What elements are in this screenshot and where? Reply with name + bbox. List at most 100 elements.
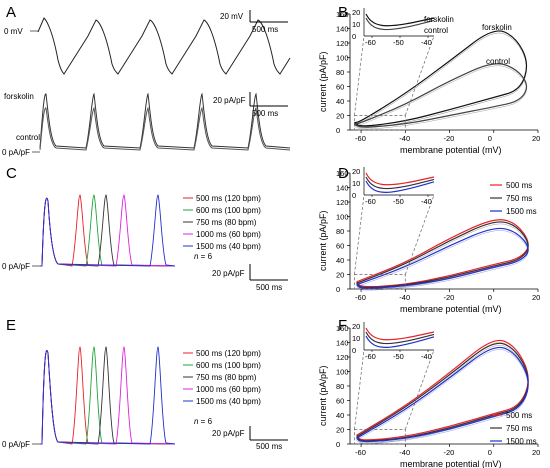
ytick-label: 60 bbox=[336, 397, 344, 406]
legend-label-0: 500 ms (120 bpm) bbox=[196, 194, 261, 203]
inset-series-1 bbox=[365, 17, 435, 31]
zoom-connector bbox=[404, 194, 435, 275]
inset-series-1 bbox=[365, 176, 435, 190]
rate-trace-2 bbox=[40, 346, 176, 445]
ytick-label: 80 bbox=[336, 382, 344, 391]
inset-ytick: 0 bbox=[352, 346, 356, 355]
zoom-box bbox=[354, 115, 406, 131]
zero-current-label: 0 pA/pF bbox=[2, 148, 30, 157]
panel-e: 0 pA/pF 500 ms (120 bpm) 600 ms (100 bpm)… bbox=[2, 346, 288, 451]
xtick-label: 20 bbox=[532, 134, 540, 143]
scalebar-c-v: 20 pA/pF bbox=[212, 269, 245, 278]
small-legend-label-2: 1500 ms bbox=[506, 207, 537, 216]
ytick-label: 120 bbox=[336, 39, 349, 48]
inset-ytick: 0 bbox=[352, 32, 356, 41]
n-label-e: n = 6 bbox=[194, 417, 213, 426]
inset-xtick: -50 bbox=[393, 197, 404, 206]
ytick-label: 140 bbox=[336, 25, 349, 34]
xtick-label: -20 bbox=[444, 293, 455, 302]
plot-b: -60 -40 -20 0 20020406080100120140160membran… bbox=[318, 8, 540, 155]
plot-d: -60 -40 -20 0 20020406080100120140160membran… bbox=[318, 167, 540, 314]
ytick-label: 20 bbox=[336, 112, 344, 121]
ytick-label: 120 bbox=[336, 353, 349, 362]
inset-xtick: -50 bbox=[393, 352, 404, 361]
xtick-label: -20 bbox=[444, 448, 455, 457]
loop-series-1 bbox=[356, 342, 529, 442]
inset-series-0 bbox=[365, 172, 435, 186]
action-potential-trace bbox=[37, 17, 291, 75]
scalebar-current-a: 20 pA/pF 500 ms bbox=[213, 92, 288, 118]
scalebar-e-t: 500 ms bbox=[256, 442, 282, 451]
legend-label-4: 1500 ms (40 bpm) bbox=[196, 242, 261, 251]
legend-d: 500 ms 750 ms 1500 ms bbox=[490, 181, 537, 216]
small-legend-label-0: 500 ms bbox=[506, 411, 532, 420]
loop-series-shadow-2 bbox=[356, 349, 529, 444]
ytick-label: 80 bbox=[336, 68, 344, 77]
loop-series-shadow-2 bbox=[356, 230, 529, 291]
ytick-label: 0 bbox=[336, 126, 340, 135]
trace-label-control: control bbox=[16, 133, 40, 142]
inset-series-2 bbox=[365, 180, 435, 193]
scalebar-e: 20 pA/pF 500 ms bbox=[212, 426, 288, 451]
loop-series-1 bbox=[356, 221, 529, 288]
panel-a: 0 mV forskolin control 0 pA/pF 20 mV 500… bbox=[2, 10, 291, 157]
loop-series-0 bbox=[356, 219, 529, 288]
inset-ytick: 20 bbox=[352, 167, 360, 176]
scalebar-c-t: 500 ms bbox=[256, 283, 282, 292]
x-axis-label: membrane potential (mV) bbox=[400, 145, 502, 155]
xtick-label: 0 bbox=[488, 293, 492, 302]
panel-c-letter: C bbox=[6, 165, 17, 182]
ytick-label: 100 bbox=[336, 54, 349, 63]
inset-series-0 bbox=[365, 327, 435, 341]
loop-series-2 bbox=[356, 227, 529, 289]
inset-ytick: 0 bbox=[352, 191, 356, 200]
small-legend-label-0: 500 ms bbox=[506, 181, 532, 190]
zero-current-label-e: 0 pA/pF bbox=[2, 440, 30, 449]
rate-current-traces-e bbox=[40, 346, 176, 445]
y-axis-label: current (pA/pF) bbox=[318, 365, 328, 426]
inset-ytick: 10 bbox=[352, 179, 360, 188]
forskolin-current-trace bbox=[39, 92, 291, 149]
loop-series-shadow-0 bbox=[356, 342, 529, 443]
ytick-label: 140 bbox=[336, 339, 349, 348]
scalebar-voltage-t: 500 ms bbox=[252, 25, 278, 34]
scalebar-current-t: 500 ms bbox=[252, 109, 278, 118]
scalebar-voltage-v: 20 mV bbox=[220, 12, 244, 21]
inset-xtick: -60 bbox=[365, 38, 376, 47]
ytick-label: 20 bbox=[336, 271, 344, 280]
ytick-label: 160 bbox=[336, 10, 349, 19]
xtick-label: -20 bbox=[444, 134, 455, 143]
b-label-forskolin: forskolin bbox=[482, 23, 512, 32]
ytick-label: 0 bbox=[336, 285, 340, 294]
y-axis-label: current (pA/pF) bbox=[318, 51, 328, 112]
loop-series-shadow-1 bbox=[354, 65, 527, 130]
inset-series-0 bbox=[365, 13, 435, 27]
inset-xtick: -60 bbox=[365, 197, 376, 206]
zoom-connector bbox=[354, 35, 365, 116]
b-inset-label-control: control bbox=[424, 26, 448, 35]
zoom-connector bbox=[354, 349, 365, 430]
ytick-label: 140 bbox=[336, 184, 349, 193]
ytick-label: 40 bbox=[336, 411, 344, 420]
legend-label-1: 600 ms (100 bpm) bbox=[196, 361, 261, 370]
inset-xtick: -40 bbox=[421, 197, 432, 206]
xtick-label: 20 bbox=[532, 448, 540, 457]
zoom-box bbox=[354, 429, 406, 445]
legend-label-2: 750 ms (80 bpm) bbox=[196, 373, 257, 382]
trace-label-forskolin: forskolin bbox=[4, 92, 34, 101]
xtick-label: -60 bbox=[355, 293, 366, 302]
panel-e-letter: E bbox=[6, 317, 16, 334]
xtick-label: -60 bbox=[355, 134, 366, 143]
scalebar-c: 20 pA/pF 500 ms bbox=[212, 264, 288, 292]
loop-series-0 bbox=[356, 339, 529, 441]
rate-current-traces-c bbox=[40, 194, 176, 267]
scalebar-voltage: 20 mV 500 ms bbox=[220, 10, 288, 34]
rate-trace-4 bbox=[40, 346, 176, 445]
ytick-label: 160 bbox=[336, 169, 349, 178]
ytick-label: 40 bbox=[336, 97, 344, 106]
n-label-c: n = 6 bbox=[194, 252, 213, 261]
xtick-label: -60 bbox=[355, 448, 366, 457]
inset-series-1 bbox=[365, 331, 435, 345]
zero-current-label-c: 0 pA/pF bbox=[2, 262, 30, 271]
